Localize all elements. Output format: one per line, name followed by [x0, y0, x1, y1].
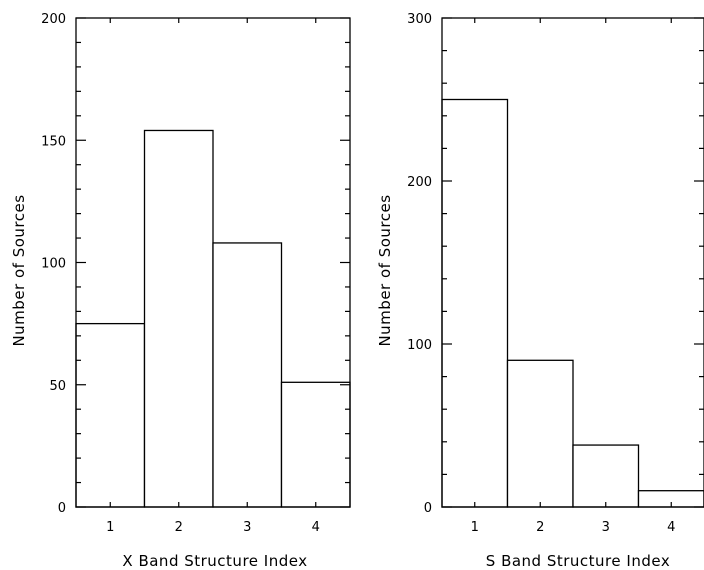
x-axis-label: S Band Structure Index — [486, 552, 670, 570]
y-axis-label: Number of Sources — [376, 194, 394, 346]
x-tick-label: 2 — [175, 520, 183, 535]
x-band-histogram: 0 50 100 150 200 1 2 3 4 X Band Structure Index Nu… — [10, 12, 351, 570]
y-tick-label: 300 — [407, 12, 432, 27]
x-tick-label: 1 — [106, 520, 114, 535]
bar-2 — [143, 129, 214, 508]
s-band-histogram: 0 100 200 300 1 2 3 4 S Band Structure Index Numb… — [376, 12, 704, 570]
x-tick-label: 1 — [471, 520, 479, 535]
y-tick-label: 200 — [407, 175, 432, 190]
x-tick-label: 4 — [667, 520, 675, 535]
y-tick-label: 100 — [41, 257, 66, 272]
y-tick-label: 200 — [41, 12, 66, 27]
x-tick-label: 3 — [602, 520, 610, 535]
bar-2 — [506, 359, 574, 508]
x-axis-label: X Band Structure Index — [122, 552, 307, 570]
x-tick-label: 2 — [536, 520, 544, 535]
x-tick-label: 3 — [243, 520, 251, 535]
bar-3 — [572, 444, 640, 508]
bar-1 — [75, 322, 146, 508]
bar-1 — [441, 98, 509, 508]
bar-3 — [212, 242, 283, 508]
plot-frame — [441, 17, 704, 508]
y-tick-label: 0 — [58, 501, 66, 516]
y-tick-label: 50 — [49, 379, 66, 394]
y-tick-label: 150 — [41, 134, 66, 149]
x-tick-label: 4 — [312, 520, 320, 535]
y-tick-label: 100 — [407, 338, 432, 353]
y-axis-label: Number of Sources — [10, 194, 28, 346]
y-tick-label: 0 — [424, 501, 432, 516]
bar-4 — [280, 381, 351, 508]
